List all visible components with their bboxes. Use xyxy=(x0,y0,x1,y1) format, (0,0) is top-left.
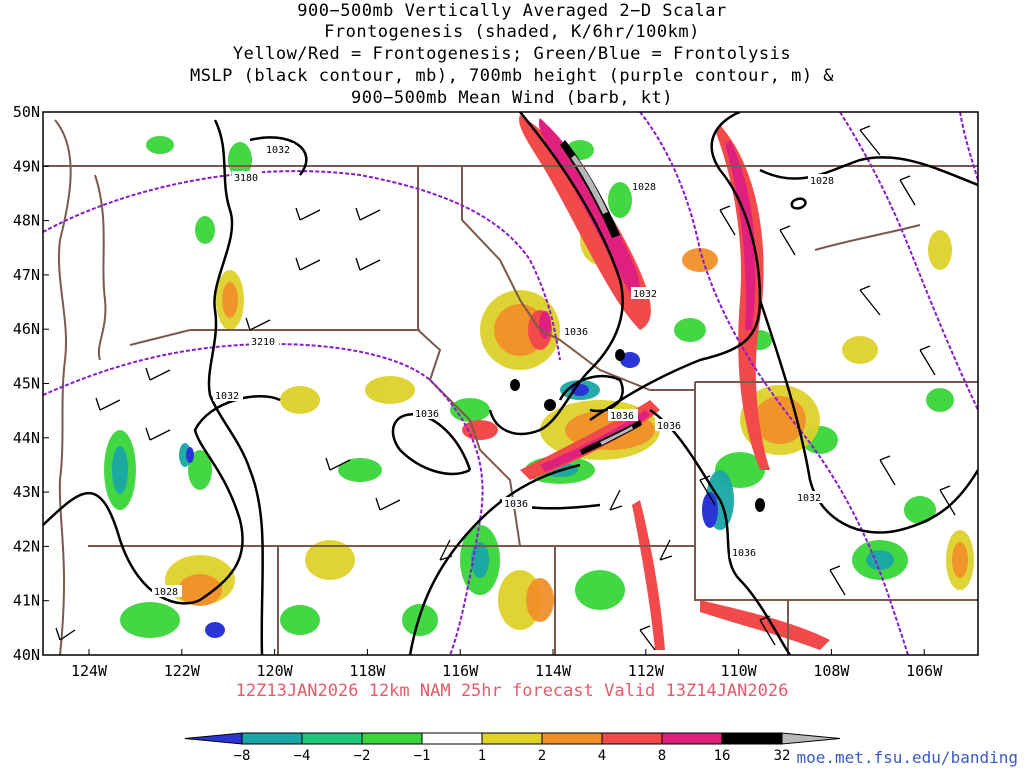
colorbar-arrow-high xyxy=(781,732,841,745)
title-line-1: 900−500mb Vertically Averaged 2−D Scalar xyxy=(297,1,727,21)
colorbar-segment xyxy=(301,732,363,745)
latitude-label: 46N xyxy=(13,320,40,338)
title-line-3: Yellow/Red = Frontogenesis; Green/Blue =… xyxy=(232,44,792,64)
latitude-label: 47N xyxy=(13,266,40,284)
colorbar: −8 −4 −2 −1 1 2 4 8 16 32 xyxy=(184,732,841,764)
longitude-label: 116W xyxy=(442,662,479,680)
colorbar-arrow-low xyxy=(184,732,243,745)
mslp-label: 1036 xyxy=(657,421,681,432)
latitude-label: 40N xyxy=(13,646,40,664)
mslp-label: 1032 xyxy=(633,289,657,300)
longitude-axis: 124W 122W 120W 118W 116W 114W 112W 110W 108W 106W xyxy=(71,649,943,680)
mslp-label: 1036 xyxy=(415,409,439,420)
title-line-5: 900−500mb Mean Wind (barb, kt) xyxy=(350,88,674,108)
colorbar-tick-label: 1 xyxy=(478,748,486,764)
mslp-label: 1036 xyxy=(732,548,756,559)
colorbar-segment xyxy=(601,732,663,745)
colorbar-tick-label: −2 xyxy=(354,748,371,764)
colorbar-segment xyxy=(421,732,483,745)
longitude-label: 106W xyxy=(906,662,943,680)
height-contours xyxy=(43,112,978,655)
colorbar-tick-label: −1 xyxy=(414,748,431,764)
shaded-frontogenesis xyxy=(104,115,974,650)
longitude-label: 120W xyxy=(257,662,294,680)
latitude-label: 50N xyxy=(13,103,40,121)
source-url[interactable]: moe.met.fsu.edu/banding xyxy=(796,748,1018,767)
longitude-label: 118W xyxy=(349,662,386,680)
colorbar-tick-label: −8 xyxy=(234,748,251,764)
colorbar-segment xyxy=(481,732,543,745)
title-line-2: Frontogenesis (shaded, K/6hr/100km) xyxy=(324,22,700,42)
latitude-label: 48N xyxy=(13,212,40,230)
colorbar-segment xyxy=(721,732,783,745)
colorbar-segment xyxy=(361,732,423,745)
state-borders xyxy=(43,119,978,655)
latitude-axis: 50N 49N 48N 47N 46N 45N 44N 43N 42N 41N 40N xyxy=(13,103,49,664)
latitude-label: 44N xyxy=(13,429,40,447)
colorbar-tick-label: 8 xyxy=(658,748,666,764)
height-label: 3210 xyxy=(251,337,275,348)
height-label: 3180 xyxy=(234,173,258,184)
latitude-label: 49N xyxy=(13,157,40,175)
longitude-label: 108W xyxy=(813,662,850,680)
latitude-label: 43N xyxy=(13,483,40,501)
mslp-label: 1036 xyxy=(610,411,634,422)
mslp-label: 1032 xyxy=(797,493,821,504)
colorbar-segment xyxy=(661,732,723,745)
colorbar-tick-label: −4 xyxy=(294,748,311,764)
mslp-label: 1028 xyxy=(810,176,834,187)
mslp-label: 1028 xyxy=(154,587,178,598)
colorbar-segment xyxy=(541,732,603,745)
valid-time-line: 12Z13JAN2026 12km NAM 25hr forecast Vali… xyxy=(235,681,789,701)
colorbar-tick-label: 16 xyxy=(714,748,731,764)
colorbar-tick-label: 4 xyxy=(598,748,606,764)
mslp-label: 1028 xyxy=(632,182,656,193)
mslp-label: 1036 xyxy=(564,327,588,338)
mslp-contours xyxy=(43,112,978,655)
mslp-label: 1036 xyxy=(504,499,528,510)
mslp-label: 1032 xyxy=(215,391,239,402)
latitude-label: 45N xyxy=(13,375,40,393)
contour-labels: 1032 1028 1032 1036 1032 1036 1036 1036 … xyxy=(152,143,838,598)
colorbar-segment xyxy=(241,732,303,745)
colorbar-tick-label: 2 xyxy=(538,748,546,764)
longitude-label: 110W xyxy=(721,662,758,680)
longitude-label: 124W xyxy=(71,662,108,680)
latitude-label: 41N xyxy=(13,592,40,610)
title-line-4: MSLP (black contour, mb), 700mb height (… xyxy=(189,66,835,86)
latitude-label: 42N xyxy=(13,537,40,555)
colorbar-tick-label: 32 xyxy=(774,748,791,764)
longitude-label: 114W xyxy=(535,662,572,680)
wind-barbs xyxy=(55,125,956,651)
mslp-label: 1032 xyxy=(266,145,290,156)
longitude-label: 122W xyxy=(164,662,201,680)
longitude-label: 112W xyxy=(628,662,665,680)
